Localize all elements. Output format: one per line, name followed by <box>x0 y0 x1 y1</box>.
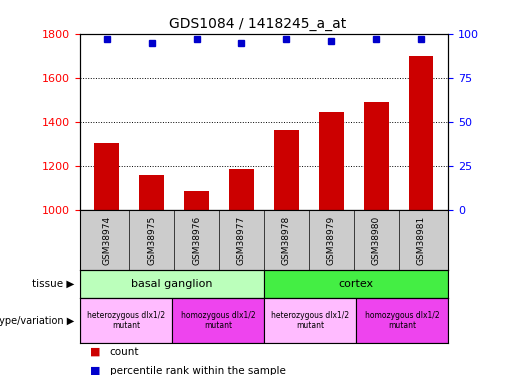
Bar <box>229 169 254 210</box>
Text: GSM38974: GSM38974 <box>102 215 111 265</box>
Text: genotype/variation ▶: genotype/variation ▶ <box>0 316 75 326</box>
Text: GSM38979: GSM38979 <box>327 215 336 265</box>
Bar <box>356 298 448 343</box>
Bar <box>319 112 344 210</box>
Text: homozygous dlx1/2
mutant: homozygous dlx1/2 mutant <box>181 311 255 330</box>
Text: ■: ■ <box>90 347 100 357</box>
Text: heterozygous dlx1/2
mutant: heterozygous dlx1/2 mutant <box>87 311 165 330</box>
Text: homozygous dlx1/2
mutant: homozygous dlx1/2 mutant <box>365 311 439 330</box>
Bar <box>80 298 172 343</box>
Text: GDS1084 / 1418245_a_at: GDS1084 / 1418245_a_at <box>169 17 346 31</box>
Text: ■: ■ <box>90 366 100 375</box>
Bar <box>184 191 209 210</box>
Text: GSM38981: GSM38981 <box>417 215 425 265</box>
Bar <box>274 130 299 210</box>
Text: GSM38976: GSM38976 <box>192 215 201 265</box>
Text: GSM38978: GSM38978 <box>282 215 291 265</box>
Text: heterozygous dlx1/2
mutant: heterozygous dlx1/2 mutant <box>271 311 349 330</box>
Text: percentile rank within the sample: percentile rank within the sample <box>110 366 286 375</box>
Bar <box>264 270 448 298</box>
Text: basal ganglion: basal ganglion <box>131 279 213 289</box>
Bar <box>364 102 388 210</box>
Text: GSM38980: GSM38980 <box>372 215 381 265</box>
Bar <box>80 270 264 298</box>
Bar <box>409 56 434 210</box>
Text: tissue ▶: tissue ▶ <box>32 279 75 289</box>
Bar <box>140 175 164 210</box>
Bar <box>172 298 264 343</box>
Text: cortex: cortex <box>338 279 373 289</box>
Text: GSM38977: GSM38977 <box>237 215 246 265</box>
Text: count: count <box>110 347 139 357</box>
Bar <box>264 298 356 343</box>
Text: GSM38975: GSM38975 <box>147 215 156 265</box>
Bar <box>94 143 119 210</box>
